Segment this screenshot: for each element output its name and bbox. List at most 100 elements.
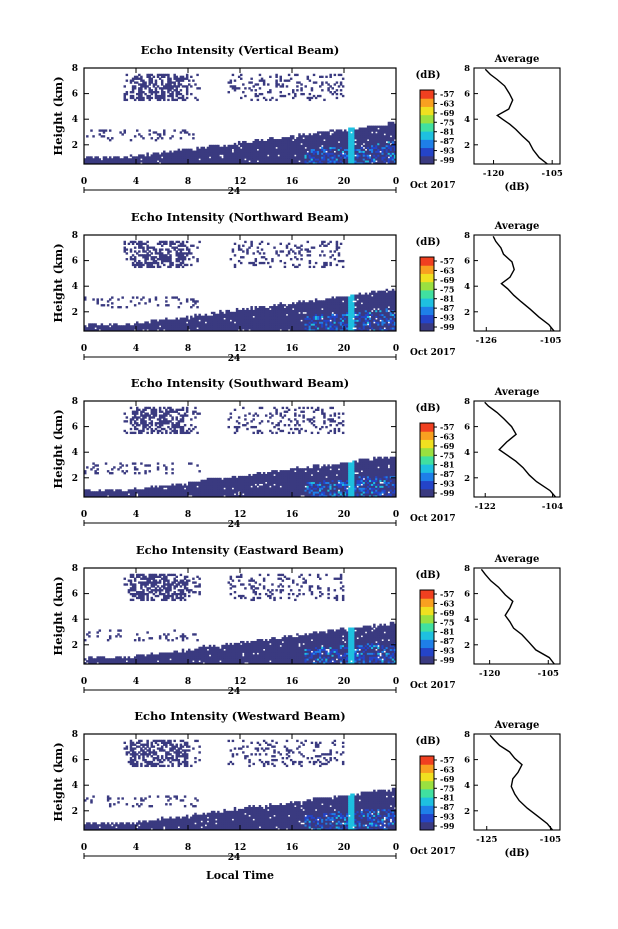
- echo-cell: [285, 142, 289, 146]
- echo-cell: [366, 133, 370, 136]
- echo-cell: [354, 304, 357, 307]
- echo-cell: [248, 327, 251, 330]
- echo-cell: [260, 146, 264, 150]
- echo-cell: [227, 158, 230, 161]
- echo-cell: [150, 96, 154, 100]
- echo-cell: [104, 162, 108, 164]
- echo-cell: [302, 154, 305, 157]
- echo-cell: [235, 148, 239, 151]
- echo-cell: [96, 468, 99, 471]
- echo-cell: [289, 144, 293, 148]
- echo-cell: [285, 79, 289, 82]
- echo-cell: [111, 495, 114, 497]
- echo-cell: [160, 422, 164, 425]
- y-axis-label: Height (km): [51, 76, 65, 155]
- echo-cell: [250, 146, 253, 150]
- echo-cell: [140, 89, 143, 92]
- echo-cell: [348, 306, 351, 309]
- echo-cell: [148, 414, 151, 417]
- echo-cell: [362, 140, 366, 144]
- echo-cell: [138, 92, 141, 96]
- echo-cell: [310, 313, 314, 317]
- echo-cell: [287, 142, 291, 146]
- echo-cell: [339, 144, 343, 148]
- echo-cell: [296, 329, 299, 331]
- echo-cell: [346, 307, 349, 311]
- echo-cell: [269, 313, 272, 317]
- echo-cell: [140, 429, 143, 433]
- echo-cell: [194, 493, 197, 496]
- echo-cell: [358, 327, 362, 330]
- echo-cell: [262, 306, 266, 309]
- echo-cell: [250, 154, 253, 157]
- echo-cell: [150, 77, 154, 80]
- echo-cell: [258, 162, 262, 164]
- echo-cell: [160, 92, 164, 96]
- echo-cell: [300, 140, 303, 144]
- echo-cell: [113, 491, 116, 494]
- echo-cell: [138, 250, 141, 253]
- echo-cell: [156, 96, 160, 100]
- echo-cell: [337, 133, 341, 136]
- echo-cell: [344, 306, 347, 309]
- echo-cell: [240, 248, 243, 251]
- echo-cell: [158, 160, 162, 163]
- echo-cell: [244, 323, 247, 326]
- echo-cell: [329, 309, 332, 313]
- echo-cell: [167, 154, 170, 157]
- echo-cell: [298, 139, 301, 142]
- echo-cell: [165, 491, 168, 494]
- echo-cell: [279, 309, 282, 313]
- echo-cell: [364, 156, 368, 159]
- echo-cell: [373, 309, 376, 313]
- echo-cell: [142, 414, 145, 417]
- echo-cell: [387, 325, 391, 328]
- echo-cell: [254, 92, 258, 96]
- echo-cell: [341, 137, 345, 140]
- echo-cell: [258, 323, 262, 326]
- echo-cell: [339, 129, 343, 132]
- echo-cell: [352, 135, 355, 138]
- echo-cell: [127, 491, 131, 494]
- echo-cell: [179, 254, 183, 257]
- echo-cell: [117, 493, 120, 496]
- echo-cell: [158, 485, 162, 488]
- echo-cell: [165, 485, 168, 488]
- echo-cell: [371, 311, 374, 315]
- echo-cell: [183, 327, 187, 330]
- echo-cell: [389, 150, 393, 153]
- echo-cell: [181, 162, 185, 164]
- echo-cell: [287, 144, 291, 148]
- echo-cell: [306, 140, 310, 144]
- echo-cell: [333, 329, 337, 331]
- echo-cell: [331, 142, 334, 146]
- echo-cell: [389, 162, 393, 164]
- echo-cell: [169, 329, 172, 331]
- echo-cell: [281, 319, 285, 322]
- echo-cell: [373, 139, 376, 142]
- echo-cell: [285, 150, 289, 153]
- echo-cell: [304, 306, 307, 309]
- echo-cell: [310, 329, 314, 331]
- echo-cell: [262, 321, 266, 324]
- echo-cell: [383, 302, 386, 305]
- echo-cell: [393, 123, 396, 126]
- echo-cell: [84, 162, 87, 164]
- echo-cell: [171, 323, 174, 326]
- echo-cell: [148, 98, 151, 102]
- echo-cell: [383, 329, 386, 331]
- echo-cell: [308, 96, 312, 100]
- echo-cell: [302, 148, 305, 151]
- echo-cell: [140, 263, 143, 267]
- echo-cell: [300, 254, 303, 257]
- echo-cell: [310, 323, 314, 326]
- echo-cell: [192, 323, 195, 326]
- echo-cell: [200, 479, 203, 483]
- echo-cell: [129, 325, 133, 328]
- echo-cell: [362, 311, 366, 315]
- echo-cell: [210, 156, 214, 159]
- echo-cell: [219, 479, 222, 483]
- echo-cell: [190, 92, 193, 96]
- echo-cell: [308, 148, 312, 151]
- echo-cell: [108, 472, 112, 475]
